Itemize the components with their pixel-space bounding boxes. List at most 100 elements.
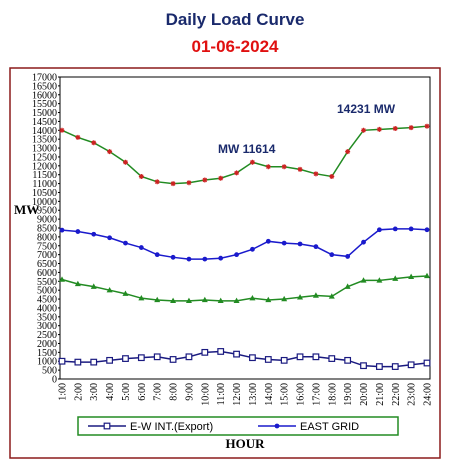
legend-label: E-W INT.(Export)	[130, 421, 213, 433]
x-tick-label: 2:00	[73, 383, 84, 401]
y-tick-label: 5000	[37, 286, 57, 297]
x-tick-label: 20:00	[359, 383, 370, 406]
data-point	[107, 235, 113, 241]
data-point	[280, 356, 288, 364]
y-tick-label: 15000	[32, 108, 57, 119]
data-point	[313, 244, 319, 250]
data-point	[329, 252, 335, 258]
x-tick-label: 24:00	[423, 383, 434, 406]
data-point	[297, 294, 304, 300]
y-tick-label: 10500	[32, 188, 57, 199]
y-tick-label: 6500	[37, 259, 57, 270]
data-point	[234, 252, 239, 258]
data-point	[59, 127, 65, 133]
y-tick-label: 12000	[32, 161, 57, 172]
data-point	[264, 356, 272, 363]
data-point	[375, 363, 383, 370]
data-point	[313, 171, 319, 177]
data-point	[122, 290, 129, 296]
data-point	[218, 175, 224, 181]
x-tick-label: 19:00	[343, 383, 354, 406]
data-point	[360, 362, 367, 370]
series-line	[61, 228, 428, 260]
data-point	[201, 348, 209, 356]
x-tick-label: 6:00	[137, 383, 148, 401]
data-point	[217, 297, 224, 304]
data-point	[345, 149, 351, 155]
y-tick-label: 6000	[37, 268, 57, 279]
data-point	[297, 241, 303, 247]
y-tick-label: 0	[52, 375, 57, 386]
data-point	[74, 280, 81, 287]
y-tick-label: 5500	[37, 277, 57, 288]
y-axis-label: MW	[14, 202, 39, 217]
data-point	[297, 166, 303, 172]
legend-marker	[103, 422, 111, 430]
data-point	[90, 358, 98, 366]
x-tick-label: 5:00	[121, 383, 132, 401]
y-tick-label: 500	[42, 366, 57, 377]
data-point	[217, 348, 225, 355]
data-point	[123, 240, 128, 246]
data-point	[138, 245, 144, 250]
legend	[77, 416, 399, 436]
x-tick-label: 7:00	[153, 383, 164, 401]
data-point	[185, 297, 192, 304]
data-point	[424, 227, 430, 233]
y-tick-label: 7000	[37, 250, 57, 261]
data-point	[59, 276, 65, 282]
x-tick-label: 13:00	[248, 383, 259, 406]
data-point	[202, 177, 208, 183]
data-point	[138, 173, 144, 179]
chart-title: Daily Load Curve	[166, 10, 305, 29]
series-line	[61, 275, 428, 302]
data-point	[90, 283, 97, 289]
data-point	[233, 297, 240, 304]
data-point	[186, 256, 192, 262]
data-point	[218, 255, 224, 261]
x-tick-label: 11:00	[216, 383, 227, 405]
data-point	[154, 179, 160, 185]
y-tick-label: 13000	[32, 144, 57, 155]
data-point	[186, 180, 192, 186]
data-point	[170, 297, 177, 304]
data-point	[392, 126, 398, 132]
data-point	[250, 246, 255, 252]
x-axis-label: HOUR	[226, 436, 266, 451]
data-point	[361, 239, 366, 245]
data-point	[407, 361, 415, 369]
y-tick-label: 3000	[37, 321, 57, 332]
data-point	[249, 294, 256, 301]
data-point	[58, 357, 66, 365]
legend-marker	[274, 423, 280, 429]
data-point	[312, 292, 319, 298]
data-point	[233, 350, 240, 358]
data-point	[376, 126, 382, 132]
y-tick-label: 12500	[32, 152, 57, 163]
legend-label: EAST GRID	[300, 421, 359, 433]
data-point	[312, 353, 320, 361]
data-point	[345, 254, 351, 259]
data-point	[137, 354, 145, 362]
y-tick-label: 3500	[37, 312, 57, 323]
data-point	[344, 283, 351, 289]
x-tick-label: 17:00	[311, 383, 322, 406]
y-tick-label: 15500	[32, 99, 57, 110]
data-point	[154, 296, 161, 303]
data-point	[106, 286, 113, 293]
x-tick-label: 8:00	[169, 383, 180, 401]
data-point	[265, 164, 271, 170]
data-point	[376, 277, 383, 283]
y-tick-label: 17000	[32, 73, 57, 84]
data-point	[392, 226, 398, 232]
y-tick-label: 16500	[32, 81, 57, 92]
data-point	[185, 353, 193, 361]
data-point	[249, 159, 255, 165]
x-tick-label: 15:00	[280, 383, 291, 406]
data-point	[360, 277, 367, 283]
y-tick-label: 14500	[32, 117, 57, 128]
data-point	[74, 358, 82, 366]
x-tick-label: 4:00	[105, 383, 116, 401]
data-point	[234, 170, 240, 176]
